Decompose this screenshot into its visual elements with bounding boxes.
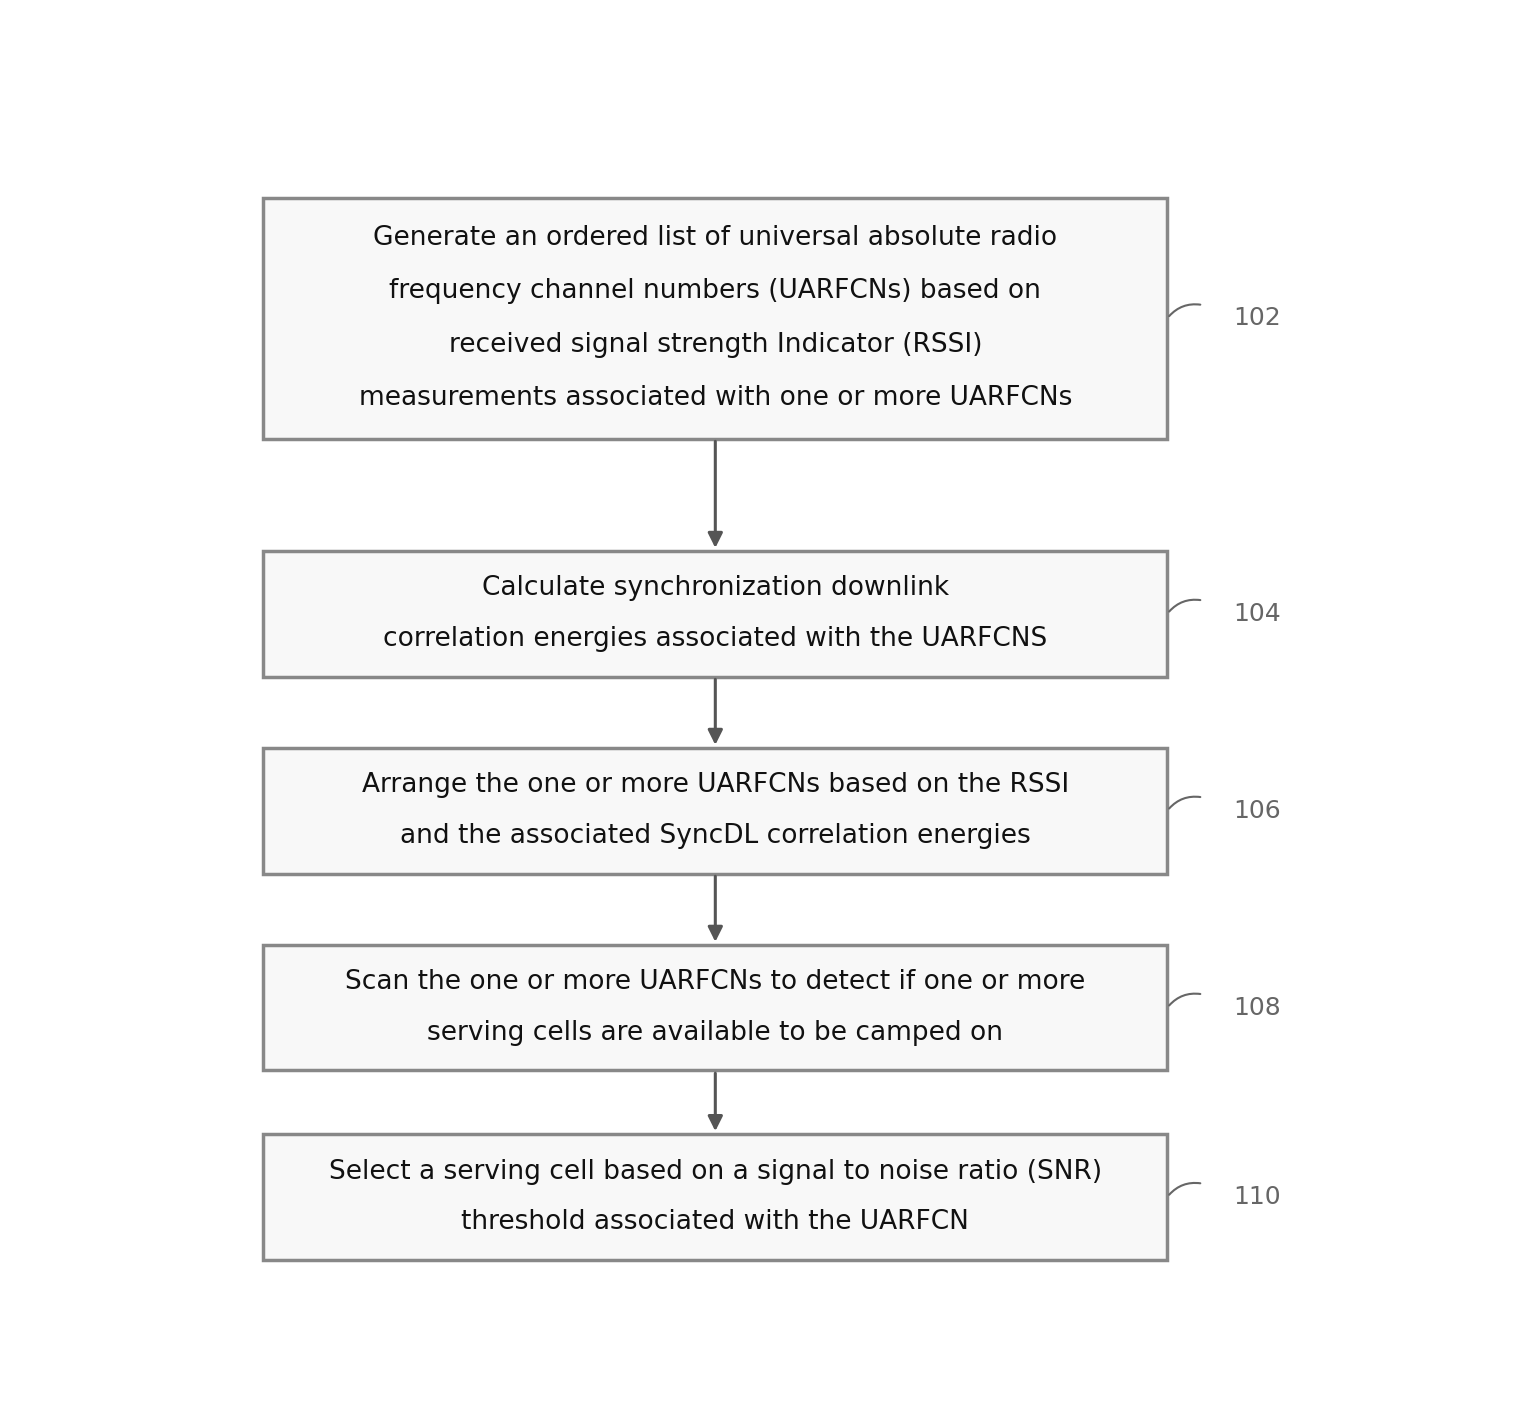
Text: Select a serving cell based on a signal to noise ratio (SNR): Select a serving cell based on a signal …: [328, 1158, 1102, 1185]
Text: 104: 104: [1233, 601, 1280, 625]
Text: serving cells are available to be camped on: serving cells are available to be camped…: [427, 1020, 1004, 1046]
Text: frequency channel numbers (UARFCNs) based on: frequency channel numbers (UARFCNs) base…: [390, 279, 1041, 304]
Text: Generate an ordered list of universal absolute radio: Generate an ordered list of universal ab…: [373, 225, 1058, 252]
FancyBboxPatch shape: [264, 551, 1168, 676]
Text: Scan the one or more UARFCNs to detect if one or more: Scan the one or more UARFCNs to detect i…: [345, 969, 1085, 995]
FancyBboxPatch shape: [264, 747, 1168, 874]
Text: 102: 102: [1233, 307, 1280, 330]
FancyBboxPatch shape: [264, 945, 1168, 1070]
Text: Arrange the one or more UARFCNs based on the RSSI: Arrange the one or more UARFCNs based on…: [362, 773, 1068, 799]
Text: correlation energies associated with the UARFCNS: correlation energies associated with the…: [384, 625, 1047, 652]
Text: measurements associated with one or more UARFCNs: measurements associated with one or more…: [359, 385, 1071, 412]
Text: 106: 106: [1233, 799, 1280, 823]
Text: and the associated SyncDL correlation energies: and the associated SyncDL correlation en…: [401, 823, 1030, 848]
Text: 110: 110: [1233, 1185, 1280, 1209]
FancyBboxPatch shape: [264, 1134, 1168, 1260]
FancyBboxPatch shape: [264, 198, 1168, 439]
Text: 108: 108: [1233, 996, 1280, 1019]
Text: Calculate synchronization downlink: Calculate synchronization downlink: [482, 576, 949, 601]
Text: threshold associated with the UARFCN: threshold associated with the UARFCN: [462, 1209, 969, 1235]
Text: received signal strength Indicator (RSSI): received signal strength Indicator (RSSI…: [448, 333, 982, 358]
